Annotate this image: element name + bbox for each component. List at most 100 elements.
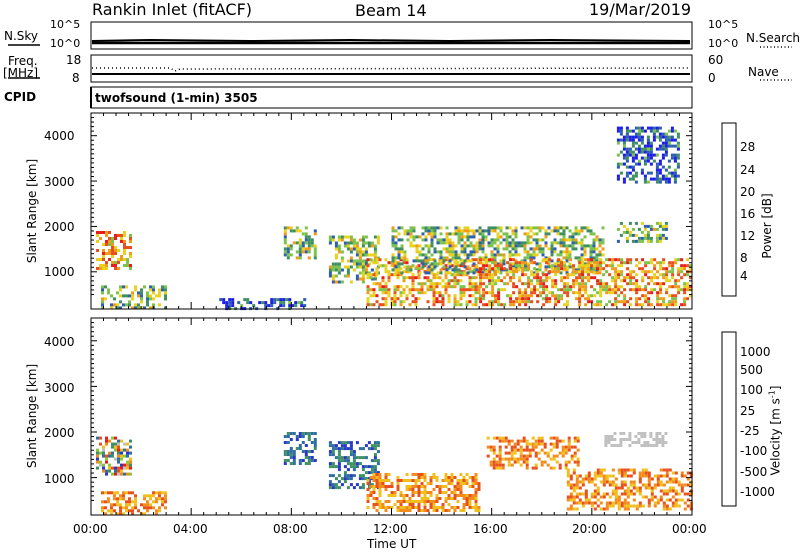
heatmap-cell	[563, 267, 567, 271]
heatmap-cell	[472, 268, 476, 272]
heatmap-cell	[123, 264, 126, 267]
heatmap-cell	[671, 303, 675, 307]
xtick-16: 16:00	[473, 522, 508, 536]
heatmap-cell	[337, 441, 341, 445]
heatmap-cell	[605, 282, 609, 286]
heatmap-cell	[511, 253, 515, 257]
heatmap-cell	[366, 276, 370, 280]
heatmap-cell	[589, 229, 593, 233]
heatmap-cell	[649, 432, 653, 435]
heatmap-cell	[620, 480, 624, 484]
heatmap-cell	[372, 476, 376, 479]
heatmap-cell	[465, 267, 469, 271]
heatmap-cell	[408, 506, 412, 509]
heatmap-cell	[499, 262, 503, 266]
heatmap-cell	[459, 288, 463, 292]
heatmap-cell	[114, 234, 117, 237]
heatmap-cell	[599, 294, 603, 298]
heatmap-cell	[665, 480, 669, 484]
heatmap-cell	[298, 432, 302, 435]
heatmap-cell	[129, 451, 132, 455]
heatmap-cell	[381, 276, 385, 280]
heatmap-cell	[581, 270, 585, 274]
heatmap-cell	[623, 300, 627, 304]
heatmap-cell	[650, 258, 654, 262]
heatmap-cell	[423, 494, 427, 497]
heatmap-cell	[543, 460, 547, 464]
power-ytick-3000: 3000	[44, 175, 75, 189]
heatmap-cell	[384, 500, 388, 503]
heatmap-cell	[361, 253, 365, 257]
heatmap-cell	[397, 226, 401, 230]
heatmap-cell	[595, 259, 599, 263]
heatmap-cell	[545, 297, 549, 301]
heatmap-cell	[433, 226, 437, 230]
heatmap-cell	[99, 264, 102, 267]
heatmap-cell	[616, 129, 620, 133]
heatmap-cell	[653, 486, 657, 490]
heatmap-cell	[557, 258, 561, 262]
heatmap-cell	[117, 249, 120, 252]
heatmap-cell	[426, 258, 430, 262]
heatmap-cell	[469, 229, 473, 233]
heatmap-cell	[593, 294, 597, 298]
heatmap-cell	[417, 276, 421, 280]
heatmap-cell	[549, 457, 553, 461]
heatmap-cell	[381, 503, 385, 506]
heatmap-cell	[453, 276, 457, 280]
vel-cbar-label: Velocity [m s-1]	[767, 385, 783, 476]
heatmap-cell	[375, 300, 379, 304]
heatmap-cell	[512, 258, 516, 262]
heatmap-cell	[577, 229, 581, 233]
heatmap-cell	[638, 285, 642, 289]
heatmap-cell	[394, 268, 398, 272]
heatmap-cell	[370, 268, 374, 272]
heatmap-cell	[527, 297, 531, 301]
heatmap-cell	[456, 479, 460, 482]
heatmap-cell	[424, 256, 428, 260]
heatmap-cell	[640, 236, 644, 240]
heatmap-cell	[131, 491, 134, 495]
heatmap-cell	[599, 291, 603, 295]
heatmap-cell	[481, 256, 485, 260]
heatmap-cell	[355, 247, 359, 251]
heatmap-cell	[505, 226, 509, 230]
heatmap-cell	[373, 271, 377, 275]
heatmap-cell	[611, 288, 615, 292]
heatmap-cell	[152, 491, 155, 495]
heatmap-cell	[570, 445, 574, 449]
heatmap-cell	[650, 288, 654, 292]
heatmap-cell	[453, 509, 457, 512]
heatmap-cell	[409, 244, 413, 248]
heatmap-cell	[432, 297, 436, 301]
heatmap-cell	[149, 297, 152, 301]
heatmap-cell	[563, 276, 567, 280]
heatmap-cell	[525, 457, 529, 461]
heatmap-cell	[656, 480, 660, 484]
heatmap-cell	[358, 265, 362, 269]
heatmap-cell	[538, 238, 542, 242]
heatmap-cell	[631, 227, 635, 231]
heatmap-cell	[442, 256, 446, 260]
heatmap-cell	[516, 442, 520, 446]
heatmap-cell	[640, 239, 644, 243]
heatmap-cell	[412, 238, 416, 242]
heatmap-cell	[641, 468, 645, 472]
vel-cbar-tick-25: 25	[740, 404, 756, 418]
heatmap-cell	[366, 482, 370, 485]
heatmap-cell	[632, 504, 636, 508]
heatmap-cell	[346, 486, 350, 490]
heatmap-cell	[393, 300, 397, 304]
heatmap-cell	[108, 237, 111, 240]
heatmap-cell	[373, 247, 377, 251]
heatmap-cell	[683, 291, 687, 295]
heatmap-cell	[276, 298, 280, 302]
heatmap-cell	[562, 244, 566, 248]
heatmap-cell	[617, 468, 621, 472]
heatmap-cell	[164, 294, 167, 298]
heatmap-cell	[604, 441, 608, 444]
heatmap-cell	[590, 477, 594, 481]
nsky-tick-bottom: 10^0	[50, 37, 81, 50]
heatmap-cell	[310, 450, 314, 453]
heatmap-cell	[517, 253, 521, 257]
